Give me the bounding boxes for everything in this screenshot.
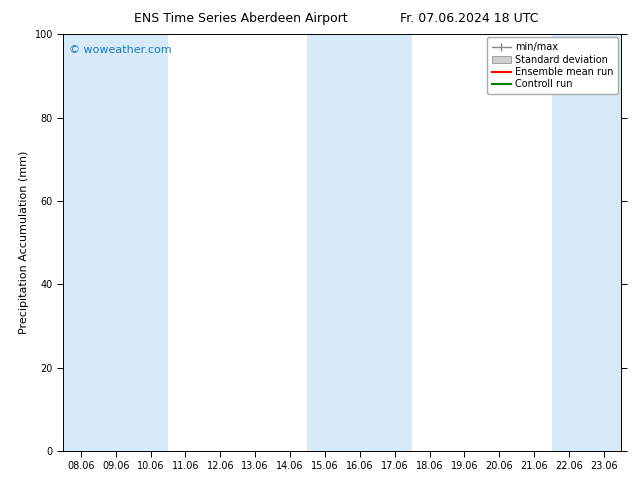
Text: © woweather.com: © woweather.com <box>69 45 172 55</box>
Bar <box>63 34 168 451</box>
Bar <box>552 34 621 451</box>
Legend: min/max, Standard deviation, Ensemble mean run, Controll run: min/max, Standard deviation, Ensemble me… <box>487 37 618 94</box>
Y-axis label: Precipitation Accumulation (mm): Precipitation Accumulation (mm) <box>19 151 29 334</box>
Text: ENS Time Series Aberdeen Airport: ENS Time Series Aberdeen Airport <box>134 12 347 25</box>
Text: Fr. 07.06.2024 18 UTC: Fr. 07.06.2024 18 UTC <box>400 12 538 25</box>
Bar <box>307 34 412 451</box>
